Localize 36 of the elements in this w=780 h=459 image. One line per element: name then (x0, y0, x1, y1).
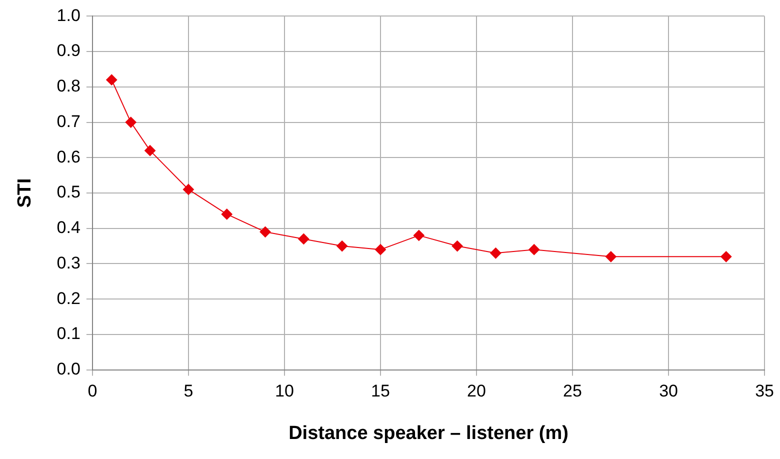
point (125, 116, 136, 128)
point (106, 74, 118, 86)
point (182, 184, 194, 195)
x-tick-label: 30 (659, 382, 678, 401)
point (144, 145, 156, 156)
x-tick-label: 15 (371, 382, 390, 401)
point (221, 208, 232, 220)
point (298, 233, 310, 244)
point (413, 230, 424, 241)
x-tick-label: 10 (275, 382, 294, 401)
y-tick-label: 0.4 (56, 218, 80, 238)
x-tick-label: 25 (563, 382, 582, 401)
point (452, 240, 463, 252)
point (336, 240, 348, 252)
x-tick-label: 0 (88, 382, 98, 401)
point (374, 244, 386, 256)
y-axis-title: STI (14, 178, 36, 208)
y-tick-label: 0.2 (56, 288, 80, 308)
y-tick-label: 0.0 (56, 359, 80, 378)
point (720, 251, 732, 262)
point (490, 248, 502, 259)
x-tick-label: 20 (467, 382, 486, 401)
y-tick-label: 0.1 (56, 324, 80, 344)
x-axis-title: Distance speaker – listener (m) (288, 422, 568, 444)
y-tick-label: 0.9 (56, 41, 80, 60)
x-tick-label: 5 (184, 382, 194, 401)
x-tick-label: 35 (755, 382, 774, 401)
y-tick-label: 1.0 (56, 6, 80, 25)
y-tick-label: 0.8 (56, 76, 80, 96)
y-tick-label: 0.7 (56, 112, 80, 131)
y-tick-label: 0.3 (56, 253, 80, 272)
y-tick-label: 0.5 (56, 182, 80, 202)
point (605, 251, 616, 262)
point (260, 226, 271, 238)
point (528, 244, 540, 256)
y-tick-label: 0.6 (56, 147, 80, 166)
